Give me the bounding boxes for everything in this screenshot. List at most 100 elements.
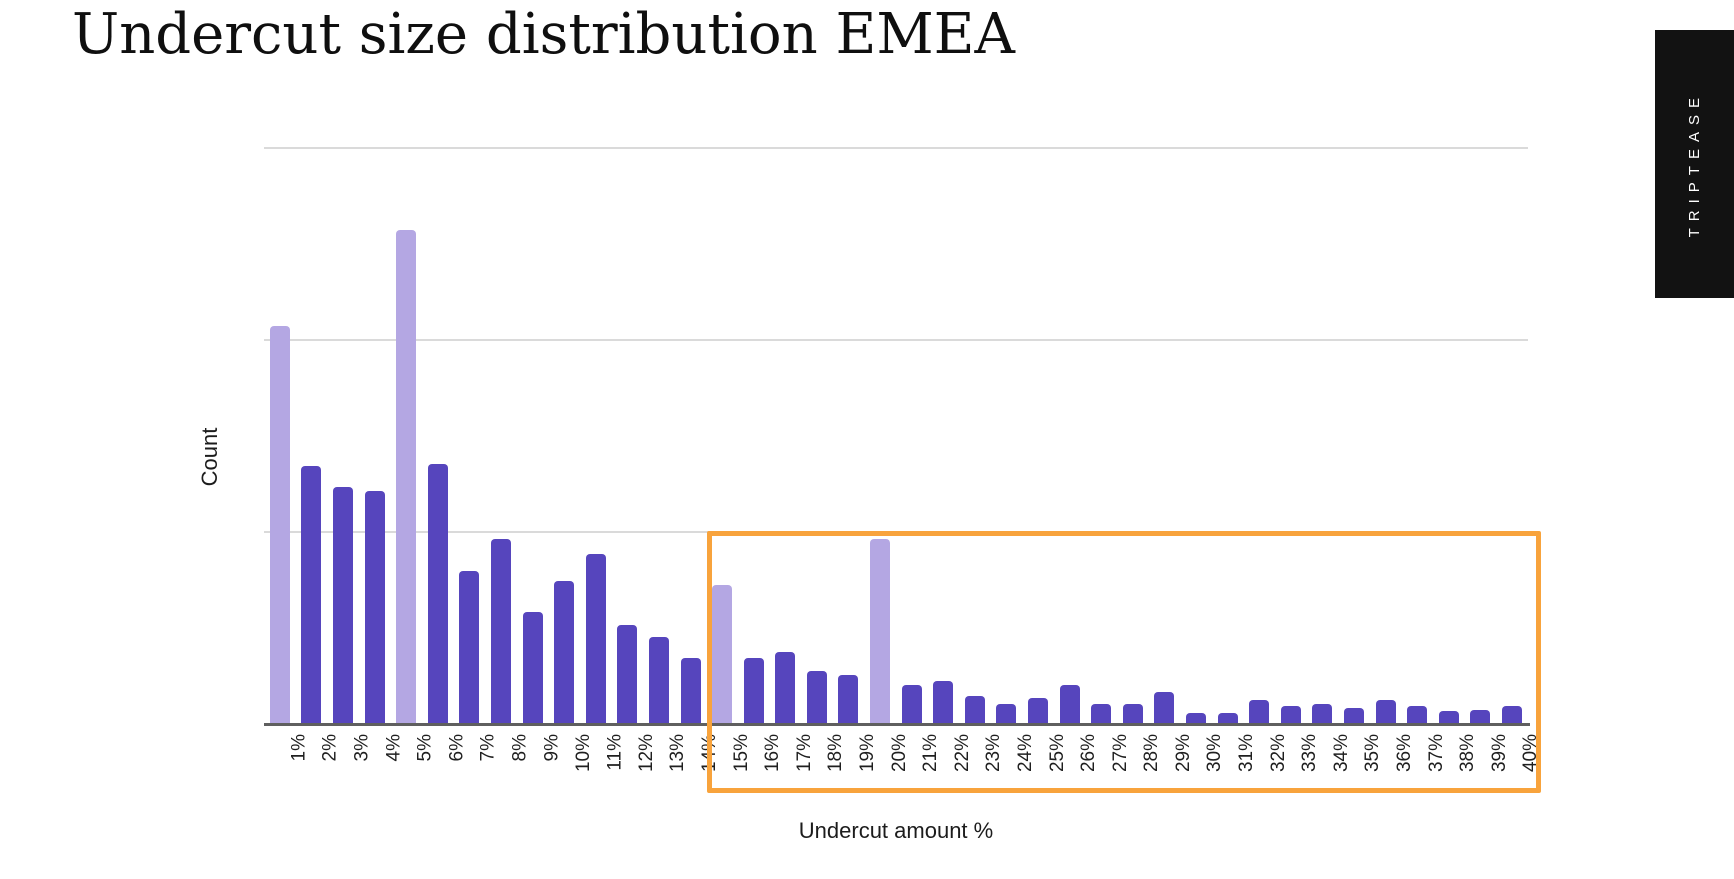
bar-slot-3% xyxy=(327,147,359,723)
x-tick-slot-34%: 34% xyxy=(1307,726,1352,801)
bar-slot-32% xyxy=(1243,147,1275,723)
bar-slot-30% xyxy=(1180,147,1212,723)
bar-slot-17% xyxy=(770,147,802,723)
bar-slot-27% xyxy=(1085,147,1117,723)
bar-slot-19% xyxy=(833,147,865,723)
bar-series xyxy=(264,147,1528,723)
x-axis-line xyxy=(264,723,1530,726)
bar-slot-8% xyxy=(485,147,517,723)
bar-8% xyxy=(490,538,511,723)
x-tick-slot-26%: 26% xyxy=(1054,726,1099,801)
bar-slot-9% xyxy=(517,147,549,723)
x-tick-slot-1%: 1% xyxy=(264,726,309,801)
bar-slot-18% xyxy=(801,147,833,723)
bar-14% xyxy=(680,657,701,723)
bar-36% xyxy=(1375,699,1396,723)
x-tick-slot-9%: 9% xyxy=(517,726,562,801)
bar-35% xyxy=(1343,707,1364,723)
bar-23% xyxy=(964,696,985,723)
x-tick-slot-16%: 16% xyxy=(738,726,783,801)
x-axis-tick-labels: 1% 2% 3% 4% 5% 6% 7% 8% 9% 10% 11% 12% 13% 14% 15% 16% 1… xyxy=(264,726,1541,801)
bar-21% xyxy=(901,684,922,723)
bar-31% xyxy=(1217,713,1238,723)
x-tick-slot-36%: 36% xyxy=(1370,726,1415,801)
bar-slot-20% xyxy=(864,147,896,723)
bar-slot-34% xyxy=(1307,147,1339,723)
x-tick-slot-40%: 40% xyxy=(1496,726,1541,801)
bar-27% xyxy=(1091,703,1112,723)
x-tick-slot-25%: 25% xyxy=(1022,726,1068,801)
bar-slot-25% xyxy=(1022,147,1054,723)
x-tick-slot-7%: 7% xyxy=(454,726,499,801)
x-tick-slot-18%: 18% xyxy=(801,726,846,801)
x-tick-slot-30%: 30% xyxy=(1180,726,1226,801)
bar-slot-16% xyxy=(738,147,770,723)
bar-10% xyxy=(554,580,575,723)
brand-label: TRIPTEASE xyxy=(1686,90,1703,238)
x-tick-slot-32%: 32% xyxy=(1243,726,1289,801)
bar-4% xyxy=(364,490,385,723)
bar-slot-24% xyxy=(991,147,1023,723)
x-tick-slot-3%: 3% xyxy=(327,726,372,801)
bar-slot-35% xyxy=(1338,147,1370,723)
gridline-2 xyxy=(264,339,1528,341)
bar-1% xyxy=(269,325,290,723)
bar-slot-1% xyxy=(264,147,296,723)
x-tick-slot-21%: 21% xyxy=(896,726,941,801)
x-tick-slot-11%: 11% xyxy=(580,726,625,801)
bar-30% xyxy=(1186,713,1207,723)
bar-38% xyxy=(1438,711,1459,723)
bar-25% xyxy=(1028,698,1049,723)
bar-39% xyxy=(1470,709,1491,723)
x-tick-slot-29%: 29% xyxy=(1149,726,1194,801)
bar-slot-21% xyxy=(896,147,928,723)
gridline-3 xyxy=(264,147,1528,149)
bar-slot-15% xyxy=(706,147,738,723)
x-tick-slot-22%: 22% xyxy=(927,726,973,801)
bar-slot-40% xyxy=(1496,147,1528,723)
bar-15% xyxy=(712,584,733,723)
bar-29% xyxy=(1154,692,1175,723)
x-tick-slot-2%: 2% xyxy=(296,726,341,801)
bar-16% xyxy=(743,657,764,723)
bar-slot-31% xyxy=(1212,147,1244,723)
x-tick-slot-13%: 13% xyxy=(643,726,688,801)
bar-28% xyxy=(1122,703,1143,723)
x-tick-slot-12%: 12% xyxy=(612,726,657,801)
bar-slot-22% xyxy=(927,147,959,723)
x-tick-slot-17%: 17% xyxy=(770,726,815,801)
x-tick-slot-14%: 14% xyxy=(675,726,720,801)
bar-37% xyxy=(1407,705,1428,723)
x-tick-slot-19%: 19% xyxy=(833,726,878,801)
x-tick-label-40%: 40% xyxy=(1520,734,1542,773)
brand-banner: TRIPTEASE xyxy=(1655,30,1734,298)
x-tick-slot-31%: 31% xyxy=(1212,726,1257,801)
x-axis-label: Undercut amount % xyxy=(798,818,994,843)
x-tick-slot-37%: 37% xyxy=(1401,726,1447,801)
x-tick-slot-35%: 35% xyxy=(1338,726,1383,801)
bar-slot-29% xyxy=(1149,147,1181,723)
x-tick-slot-8%: 8% xyxy=(485,726,530,801)
bar-slot-11% xyxy=(580,147,612,723)
x-tick-slot-10%: 10% xyxy=(548,726,594,801)
x-tick-slot-20%: 20% xyxy=(864,726,910,801)
bar-22% xyxy=(933,680,954,723)
bar-slot-39% xyxy=(1465,147,1497,723)
x-tick-slot-5%: 5% xyxy=(390,726,436,801)
bar-slot-38% xyxy=(1433,147,1465,723)
bar-3% xyxy=(332,486,353,723)
bar-slot-23% xyxy=(959,147,991,723)
bar-26% xyxy=(1059,684,1080,723)
bar-slot-7% xyxy=(454,147,486,723)
x-tick-slot-28%: 28% xyxy=(1117,726,1162,801)
bar-34% xyxy=(1312,703,1333,723)
x-tick-slot-15%: 15% xyxy=(706,726,752,801)
bar-slot-13% xyxy=(643,147,675,723)
bar-9% xyxy=(522,611,543,723)
bar-slot-5% xyxy=(390,147,422,723)
bar-32% xyxy=(1249,699,1270,723)
x-tick-slot-39%: 39% xyxy=(1465,726,1510,801)
bar-17% xyxy=(775,651,796,723)
bar-18% xyxy=(806,671,827,723)
